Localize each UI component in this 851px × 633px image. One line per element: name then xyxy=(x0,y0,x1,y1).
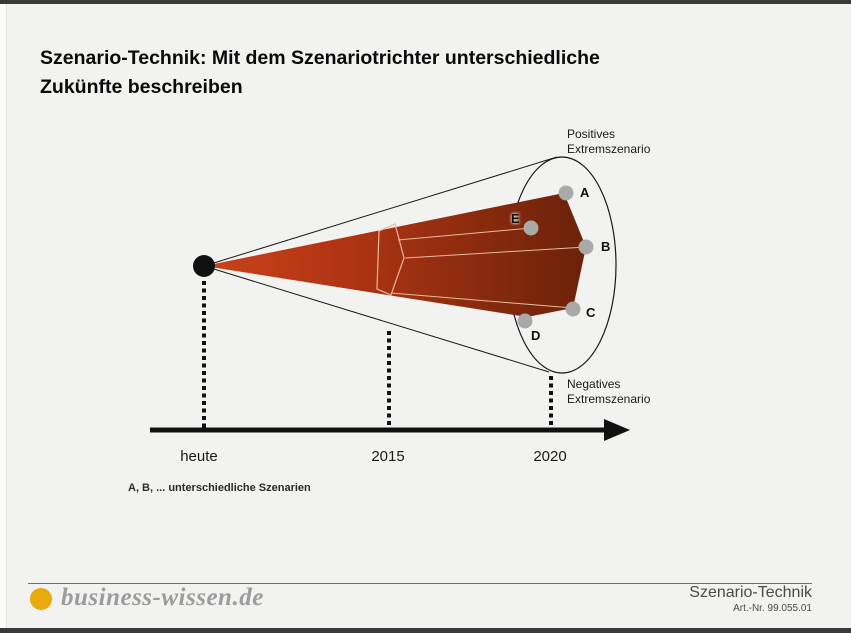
left-edge xyxy=(0,4,7,628)
outer-cone-lower-line xyxy=(203,265,550,373)
footer-art-no: Art.-Nr. 99.055.01 xyxy=(733,603,812,614)
scenario-point-label-e: E xyxy=(511,211,520,226)
funnel-body xyxy=(204,193,586,317)
positive-extreme-label: Positives Extremszenario xyxy=(567,127,651,156)
top-border-bar xyxy=(0,0,851,4)
trajectory-line-c xyxy=(390,292,574,309)
origin-dot xyxy=(193,255,215,277)
brand-logo-dot-icon xyxy=(30,588,52,610)
trajectory-line-e xyxy=(397,227,532,241)
scenario-point-a xyxy=(558,185,574,201)
scenario-point-c xyxy=(565,301,581,317)
trajectory-line-b xyxy=(404,246,587,259)
brand-name: business-wissen.de xyxy=(61,584,264,611)
page-title: Szenario-Technik: Mit dem Szenariotricht… xyxy=(40,47,600,98)
timeline-arrowhead xyxy=(604,419,630,441)
scenario-point-d xyxy=(517,313,533,329)
negative-extreme-label: Negatives Extremszenario xyxy=(567,377,651,406)
diagram-caption: A, B, ... unterschiedliche Szenarien xyxy=(128,482,311,494)
scenario-point-label-b: B xyxy=(601,239,611,254)
scenario-point-e xyxy=(523,220,539,236)
scenario-point-b xyxy=(578,239,594,255)
funnel-cross-section-2015 xyxy=(376,223,405,296)
scenario-point-label-c: C xyxy=(586,305,596,320)
outer-cone-upper-line xyxy=(203,156,558,267)
scenario-point-label-d: D xyxy=(531,328,541,343)
scenario-point-label-a: A xyxy=(580,185,590,200)
footer-doc-title: Szenario-Technik xyxy=(689,584,812,601)
footer-right-block: Szenario-Technik Art.-Nr. 99.055.01 xyxy=(689,584,812,615)
tick-label-heute: heute xyxy=(180,448,218,465)
bottom-border-bar xyxy=(0,628,851,633)
tick-label-2015: 2015 xyxy=(371,448,405,465)
tick-label-2020: 2020 xyxy=(533,448,567,465)
footer-divider xyxy=(28,583,812,584)
